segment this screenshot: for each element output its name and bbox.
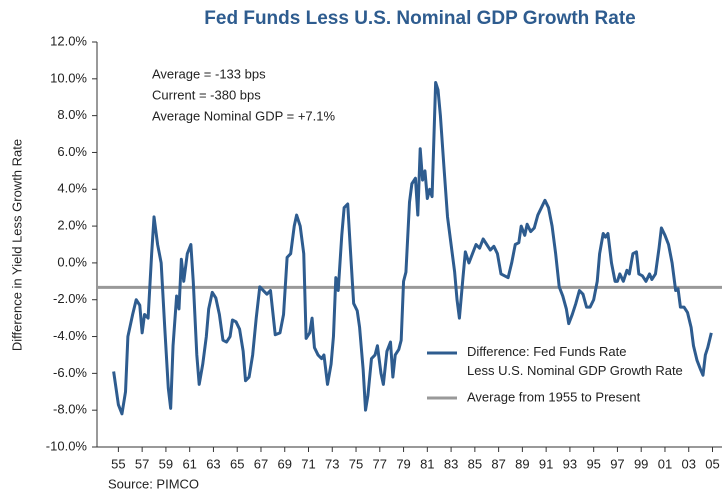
data-line — [112, 81, 713, 416]
y-tick-label: -6.0% — [53, 365, 87, 380]
x-tick-label: 69 — [278, 456, 292, 471]
source: Source: PIMCO — [108, 476, 199, 491]
x-tick-label: 81 — [420, 456, 434, 471]
y-tick-label: 8.0% — [57, 107, 87, 122]
x-tick-label: 91 — [539, 456, 553, 471]
annotation: Current = -380 bps — [152, 87, 261, 102]
x-tick-label: 63 — [206, 456, 220, 471]
x-tick-label: 65 — [230, 456, 244, 471]
y-tick-label: 10.0% — [50, 70, 87, 85]
x-tick-label: 85 — [468, 456, 482, 471]
x-tick-label: 89 — [515, 456, 529, 471]
y-tick-label: 12.0% — [50, 33, 87, 48]
x-tick-label: 57 — [135, 456, 149, 471]
chart-title: Fed Funds Less U.S. Nominal GDP Growth R… — [204, 8, 635, 29]
x-tick-label: 03 — [681, 456, 695, 471]
legend-label: Average from 1955 to Present — [467, 389, 641, 404]
y-tick-label: 6.0% — [57, 144, 87, 159]
x-tick-label: 83 — [444, 456, 458, 471]
y-tick-label: -8.0% — [53, 402, 87, 417]
legend-label: Difference: Fed Funds Rate Less U.S. Nomi… — [467, 344, 683, 378]
x-tick-label: 77 — [373, 456, 387, 471]
y-tick-label: -10.0% — [46, 438, 88, 453]
x-tick-label: 01 — [658, 456, 672, 471]
x-tick-label: 71 — [301, 456, 315, 471]
x-tick-label: 75 — [349, 456, 363, 471]
y-tick-label: 4.0% — [57, 181, 87, 196]
x-tick-label: 97 — [610, 456, 624, 471]
y-tick-label: 2.0% — [57, 218, 87, 233]
x-tick-label: 61 — [182, 456, 196, 471]
x-tick-label: 05 — [705, 456, 719, 471]
y-axis-title: Difference in Yield Less Growth Rate — [9, 139, 24, 351]
x-tick-label: 95 — [586, 456, 600, 471]
x-tick-label: 93 — [563, 456, 577, 471]
y-tick-label: 0.0% — [57, 254, 87, 269]
annotation: Average Nominal GDP = +7.1% — [152, 108, 336, 123]
x-tick-label: 79 — [396, 456, 410, 471]
x-tick-label: 59 — [159, 456, 173, 471]
annotation: Average = -133 bps — [152, 66, 266, 81]
x-tick-label: 55 — [111, 456, 125, 471]
x-tick-label: 99 — [634, 456, 648, 471]
x-tick-label: 73 — [325, 456, 339, 471]
y-tick-label: -4.0% — [53, 328, 87, 343]
y-tick-label: -2.0% — [53, 291, 87, 306]
x-tick-label: 87 — [491, 456, 505, 471]
x-tick-label: 67 — [254, 456, 268, 471]
